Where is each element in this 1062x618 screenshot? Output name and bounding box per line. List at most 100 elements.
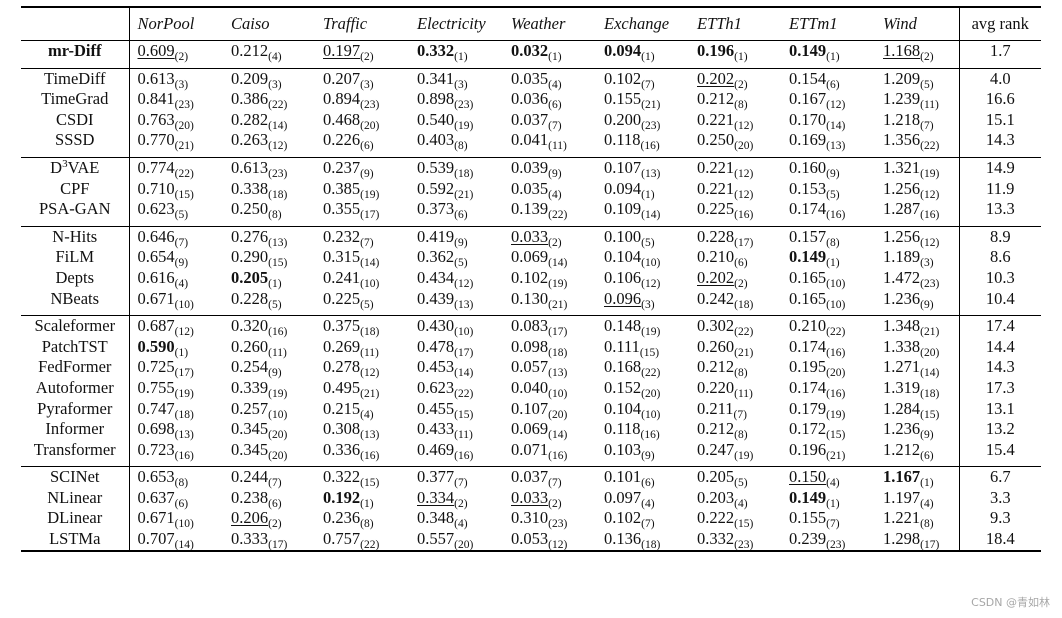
metric-value: 0.468	[323, 109, 361, 129]
metric-cell: 0.236(8)	[315, 508, 409, 530]
metric-rank: (2)	[548, 236, 562, 249]
metric-rank: (7)	[548, 119, 562, 132]
metric-value: 0.192	[323, 487, 361, 507]
metric-value: 0.174	[789, 199, 827, 219]
metric-rank: (2)	[360, 51, 374, 63]
metric-cell: 0.338(18)	[223, 179, 315, 201]
model-label: Transformer	[33, 439, 116, 459]
metric-rank: (12)	[174, 326, 194, 339]
metric-cell: 0.130(21)	[503, 289, 596, 311]
metric-value: 0.434	[417, 267, 455, 287]
metric-value: 0.104	[604, 398, 642, 418]
metric-cell: 0.212(4)	[223, 41, 315, 63]
metric-value: 0.035	[511, 178, 549, 198]
metric-cell: 0.616(4)	[128, 267, 223, 290]
metric-value: 0.149	[789, 41, 827, 60]
metric-cell: 0.083(17)	[503, 315, 596, 338]
metric-cell: 0.540(19)	[409, 110, 503, 132]
metric-cell: 0.225(5)	[315, 289, 409, 311]
metric-rank: (4)	[734, 497, 748, 510]
metric-cell: 0.260(21)	[689, 337, 781, 359]
metric-rank: (9)	[920, 298, 934, 311]
metric-cell: 0.290(15)	[223, 247, 315, 269]
table-row: mr-Diff 0.609(2) 0.212(4) 0.197(2) 0.332(1) 0…	[21, 40, 1041, 63]
metric-cell: 1.321(19)	[875, 156, 959, 180]
metric-rank: (16)	[268, 326, 288, 339]
metric-rank: (20)	[454, 539, 474, 552]
metric-cell: 0.244(7)	[223, 466, 315, 489]
metric-cell: 0.250(8)	[223, 199, 315, 221]
model-label: NLinear	[47, 487, 103, 507]
metric-cell: 0.439(13)	[409, 289, 503, 311]
metric-cell: 0.469(16)	[409, 440, 503, 462]
metric-rank: (7)	[920, 119, 934, 132]
metric-cell: 0.495(21)	[315, 378, 409, 400]
metric-value: 0.209	[231, 68, 269, 88]
metric-value: 0.646	[137, 226, 175, 246]
metric-cell: 0.196(1)	[689, 41, 781, 63]
metric-value: 0.385	[323, 178, 361, 198]
header-dataset-exchange: Exchange	[596, 6, 689, 41]
avg-rank-value: 14.4	[958, 336, 1041, 358]
metric-value: 0.118	[604, 419, 641, 439]
metric-cell: 0.247(19)	[689, 440, 781, 462]
metric-cell: 0.637(6)	[128, 487, 223, 510]
metric-cell: 1.168(2)	[875, 41, 959, 63]
table-row: SSSD 0.770(21) 0.263(12) 0.226(6) 0.403(8) 0.…	[21, 130, 1041, 152]
metric-cell: 0.205(5)	[689, 466, 781, 489]
metric-rank: (17)	[360, 209, 380, 222]
metric-value: 1.167	[883, 467, 921, 487]
metric-rank: (17)	[920, 539, 940, 552]
metric-value: 0.539	[417, 157, 455, 177]
metric-rank: (3)	[454, 78, 468, 91]
metric-cell: 0.041(11)	[503, 130, 596, 152]
metric-value: 0.152	[604, 377, 642, 397]
metric-cell: 1.348(21)	[875, 315, 959, 338]
metric-cell: 0.165(10)	[781, 268, 875, 290]
metric-value: 1.284	[883, 398, 921, 418]
metric-value: 1.168	[883, 41, 921, 60]
metric-rank: (1)	[268, 277, 282, 290]
metric-value: 0.355	[323, 199, 361, 219]
metric-rank: (3)	[174, 78, 189, 91]
metric-rank: (22)	[268, 99, 288, 112]
metric-cell: 0.035(4)	[503, 178, 596, 201]
metric-rank: (7)	[454, 477, 468, 490]
metric-cell: 0.210(6)	[689, 247, 781, 269]
metric-value: 0.244	[231, 467, 269, 487]
metric-value: 0.755	[137, 377, 175, 397]
metric-value: 0.107	[511, 398, 549, 418]
metric-value: 1.319	[883, 377, 921, 397]
avg-rank-value: 17.4	[958, 315, 1041, 337]
metric-value: 1.197	[883, 487, 921, 507]
table-body: mr-Diff 0.609(2) 0.212(4) 0.197(2) 0.332(1) 0…	[21, 40, 1041, 552]
metric-cell: 0.220(11)	[689, 378, 781, 400]
metric-value: 0.212	[697, 89, 735, 109]
metric-value: 0.111	[604, 336, 640, 356]
metric-value: 0.107	[604, 157, 642, 177]
metric-cell: 0.035(4)	[503, 67, 596, 90]
metric-rank: (1)	[548, 51, 562, 63]
metric-rank: (18)	[920, 387, 940, 400]
metric-rank: (23)	[734, 539, 754, 552]
metric-value: 0.302	[697, 316, 735, 336]
metric-rank: (9)	[174, 257, 189, 270]
metric-rank: (4)	[174, 277, 189, 290]
metric-rank: (21)	[826, 449, 846, 462]
metric-cell: 0.106(12)	[596, 268, 689, 290]
model-label: mr-Diff	[48, 41, 102, 60]
metric-cell: 0.212(8)	[689, 419, 781, 441]
header-dataset-electricity: Electricity	[409, 6, 503, 41]
metric-cell: 0.232(7)	[315, 225, 409, 249]
metric-value: 0.207	[323, 68, 361, 88]
metric-cell: 0.646(7)	[128, 225, 223, 249]
metric-value: 0.590	[137, 336, 175, 356]
metric-rank: (16)	[734, 209, 754, 222]
metric-cell: 0.613(3)	[128, 67, 223, 91]
metric-rank: (2)	[734, 78, 748, 91]
metric-value: 0.212	[697, 357, 735, 377]
metric-rank: (18)	[454, 167, 474, 180]
metric-rank: (15)	[639, 346, 660, 359]
metric-cell: 0.698(13)	[128, 419, 223, 441]
metric-rank: (16)	[826, 209, 846, 222]
